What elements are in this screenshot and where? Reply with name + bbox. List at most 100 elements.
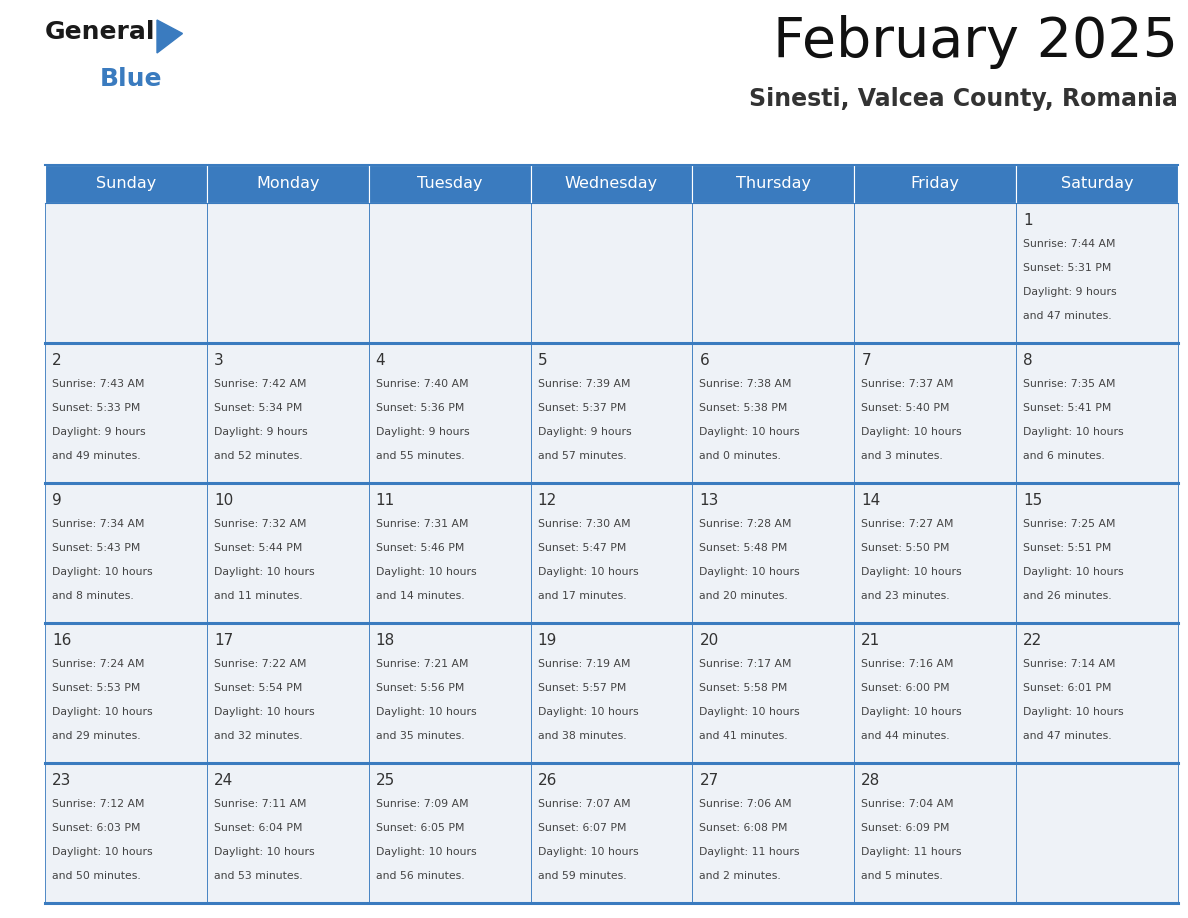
Text: and 6 minutes.: and 6 minutes.	[1023, 451, 1105, 461]
Text: 21: 21	[861, 633, 880, 648]
Text: and 5 minutes.: and 5 minutes.	[861, 871, 943, 881]
Text: Daylight: 10 hours: Daylight: 10 hours	[1023, 707, 1124, 717]
Text: Sunset: 5:31 PM: Sunset: 5:31 PM	[1023, 263, 1112, 273]
Text: Sunrise: 7:17 AM: Sunrise: 7:17 AM	[700, 659, 792, 669]
Text: and 53 minutes.: and 53 minutes.	[214, 871, 303, 881]
Bar	[45, 343, 207, 483]
Bar	[531, 483, 693, 623]
Text: 9: 9	[52, 493, 62, 508]
Text: Sunset: 5:33 PM: Sunset: 5:33 PM	[52, 403, 140, 413]
Text: Sunrise: 7:44 AM: Sunrise: 7:44 AM	[1023, 239, 1116, 249]
Bar	[207, 203, 368, 343]
Text: Sunset: 5:47 PM: Sunset: 5:47 PM	[538, 543, 626, 553]
Text: Sunset: 6:01 PM: Sunset: 6:01 PM	[1023, 683, 1112, 693]
Text: and 23 minutes.: and 23 minutes.	[861, 591, 950, 601]
Bar	[693, 483, 854, 623]
Bar	[693, 343, 854, 483]
Text: Sunset: 5:56 PM: Sunset: 5:56 PM	[375, 683, 465, 693]
Text: Daylight: 10 hours: Daylight: 10 hours	[52, 707, 152, 717]
Text: Daylight: 9 hours: Daylight: 9 hours	[538, 427, 631, 437]
Text: and 3 minutes.: and 3 minutes.	[861, 451, 943, 461]
Text: Sunset: 5:36 PM: Sunset: 5:36 PM	[375, 403, 465, 413]
Text: Sunrise: 7:32 AM: Sunrise: 7:32 AM	[214, 519, 307, 529]
Text: and 2 minutes.: and 2 minutes.	[700, 871, 782, 881]
Text: Sunset: 6:09 PM: Sunset: 6:09 PM	[861, 823, 949, 833]
Text: and 0 minutes.: and 0 minutes.	[700, 451, 782, 461]
Text: 17: 17	[214, 633, 233, 648]
Text: Blue: Blue	[100, 67, 163, 91]
Bar	[1016, 623, 1178, 763]
Text: Daylight: 10 hours: Daylight: 10 hours	[538, 707, 638, 717]
Text: Daylight: 11 hours: Daylight: 11 hours	[700, 847, 800, 857]
Text: and 32 minutes.: and 32 minutes.	[214, 731, 303, 741]
Text: Thursday: Thursday	[735, 176, 811, 192]
Text: Sunrise: 7:34 AM: Sunrise: 7:34 AM	[52, 519, 145, 529]
Bar	[1016, 343, 1178, 483]
Text: Daylight: 9 hours: Daylight: 9 hours	[52, 427, 146, 437]
Text: Sinesti, Valcea County, Romania: Sinesti, Valcea County, Romania	[750, 87, 1178, 111]
Text: Sunset: 5:38 PM: Sunset: 5:38 PM	[700, 403, 788, 413]
Bar	[1016, 165, 1178, 203]
Text: Daylight: 10 hours: Daylight: 10 hours	[214, 567, 315, 577]
Text: Daylight: 11 hours: Daylight: 11 hours	[861, 847, 962, 857]
Text: Daylight: 10 hours: Daylight: 10 hours	[700, 567, 800, 577]
Text: 28: 28	[861, 773, 880, 788]
Text: 27: 27	[700, 773, 719, 788]
Text: and 59 minutes.: and 59 minutes.	[538, 871, 626, 881]
Text: 2: 2	[52, 353, 62, 368]
Text: 20: 20	[700, 633, 719, 648]
Text: Daylight: 10 hours: Daylight: 10 hours	[861, 707, 962, 717]
Text: 5: 5	[538, 353, 548, 368]
Text: 25: 25	[375, 773, 394, 788]
Text: and 8 minutes.: and 8 minutes.	[52, 591, 134, 601]
Text: Daylight: 9 hours: Daylight: 9 hours	[375, 427, 469, 437]
Bar	[368, 203, 531, 343]
Text: Sunrise: 7:06 AM: Sunrise: 7:06 AM	[700, 799, 792, 809]
Text: Daylight: 9 hours: Daylight: 9 hours	[214, 427, 308, 437]
Text: February 2025: February 2025	[773, 15, 1178, 69]
Text: 22: 22	[1023, 633, 1042, 648]
Text: Daylight: 10 hours: Daylight: 10 hours	[538, 567, 638, 577]
Text: Sunrise: 7:39 AM: Sunrise: 7:39 AM	[538, 379, 630, 389]
Text: Sunrise: 7:35 AM: Sunrise: 7:35 AM	[1023, 379, 1116, 389]
Text: and 44 minutes.: and 44 minutes.	[861, 731, 950, 741]
Bar	[45, 165, 207, 203]
Text: Sunrise: 7:12 AM: Sunrise: 7:12 AM	[52, 799, 145, 809]
Text: and 47 minutes.: and 47 minutes.	[1023, 731, 1112, 741]
Text: Sunrise: 7:38 AM: Sunrise: 7:38 AM	[700, 379, 792, 389]
Text: Daylight: 10 hours: Daylight: 10 hours	[375, 567, 476, 577]
Bar	[531, 623, 693, 763]
Polygon shape	[157, 20, 183, 53]
Text: and 11 minutes.: and 11 minutes.	[214, 591, 303, 601]
Bar	[854, 483, 1016, 623]
Text: Sunset: 6:05 PM: Sunset: 6:05 PM	[375, 823, 465, 833]
Text: Sunset: 5:44 PM: Sunset: 5:44 PM	[214, 543, 302, 553]
Bar	[207, 483, 368, 623]
Text: Sunset: 5:43 PM: Sunset: 5:43 PM	[52, 543, 140, 553]
Text: 3: 3	[214, 353, 223, 368]
Text: 11: 11	[375, 493, 394, 508]
Bar	[854, 763, 1016, 903]
Text: General: General	[45, 20, 156, 44]
Text: Daylight: 10 hours: Daylight: 10 hours	[1023, 567, 1124, 577]
Text: Sunset: 6:03 PM: Sunset: 6:03 PM	[52, 823, 140, 833]
Text: Wednesday: Wednesday	[565, 176, 658, 192]
Text: Sunrise: 7:11 AM: Sunrise: 7:11 AM	[214, 799, 307, 809]
Text: Sunset: 5:57 PM: Sunset: 5:57 PM	[538, 683, 626, 693]
Text: Daylight: 10 hours: Daylight: 10 hours	[700, 427, 800, 437]
Text: 19: 19	[538, 633, 557, 648]
Text: 15: 15	[1023, 493, 1042, 508]
Bar	[45, 203, 207, 343]
Bar	[531, 165, 693, 203]
Text: 1: 1	[1023, 213, 1032, 228]
Bar	[693, 165, 854, 203]
Text: 23: 23	[52, 773, 71, 788]
Text: Sunrise: 7:21 AM: Sunrise: 7:21 AM	[375, 659, 468, 669]
Text: Sunrise: 7:30 AM: Sunrise: 7:30 AM	[538, 519, 630, 529]
Text: Daylight: 10 hours: Daylight: 10 hours	[214, 707, 315, 717]
Text: Sunset: 5:34 PM: Sunset: 5:34 PM	[214, 403, 302, 413]
Bar	[854, 343, 1016, 483]
Text: Sunrise: 7:09 AM: Sunrise: 7:09 AM	[375, 799, 468, 809]
Text: Sunrise: 7:37 AM: Sunrise: 7:37 AM	[861, 379, 954, 389]
Text: Sunset: 5:46 PM: Sunset: 5:46 PM	[375, 543, 465, 553]
